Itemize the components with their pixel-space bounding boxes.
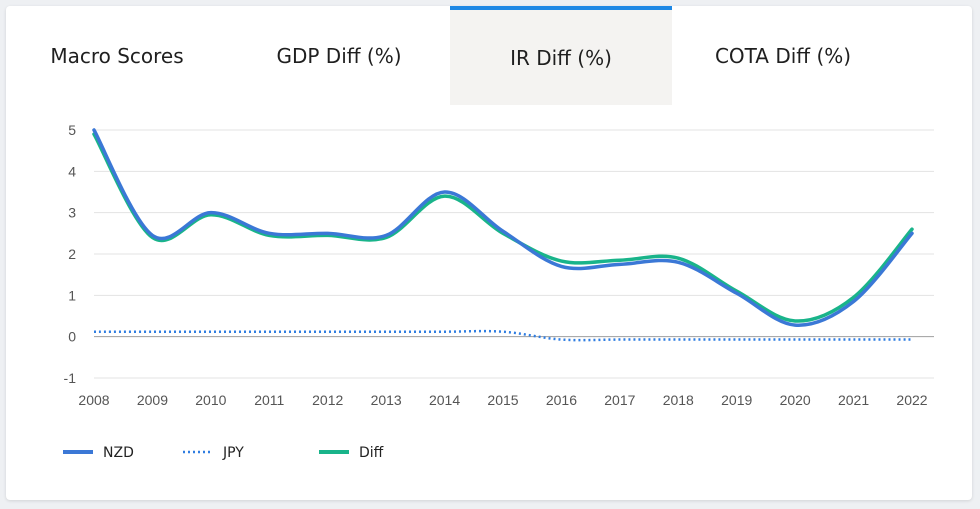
x-tick-label: 2022 (896, 392, 927, 408)
x-tick-label: 2020 (780, 392, 811, 408)
y-tick-label: -1 (64, 370, 77, 386)
legend-label-nzd: NZD (103, 445, 134, 461)
y-tick-label: 1 (68, 287, 76, 303)
y-tick-label: 3 (68, 205, 76, 221)
y-tick-label: 2 (68, 246, 76, 262)
legend-label-jpy: JPY (222, 445, 244, 461)
tab-label: Macro Scores (50, 43, 184, 68)
tab-macro-scores[interactable]: Macro Scores (6, 6, 228, 105)
tab-cota-diff[interactable]: COTA Diff (%) (672, 6, 894, 105)
x-tick-label: 2017 (604, 392, 635, 408)
chart-card: Macro Scores GDP Diff (%) IR Diff (%) CO… (6, 6, 972, 500)
x-tick-label: 2013 (371, 392, 402, 408)
tab-gdp-diff[interactable]: GDP Diff (%) (228, 6, 450, 105)
x-tick-label: 2018 (663, 392, 694, 408)
tab-label: GDP Diff (%) (276, 43, 402, 68)
series-line-jpy (93, 329, 912, 342)
y-tick-label: 4 (68, 163, 76, 179)
y-tick-label: 5 (68, 122, 76, 138)
series-line-diff (92, 132, 914, 323)
tab-bar: Macro Scores GDP Diff (%) IR Diff (%) CO… (6, 6, 972, 105)
x-tick-label: 2019 (721, 392, 752, 408)
x-tick-label: 2012 (312, 392, 343, 408)
tab-ir-diff[interactable]: IR Diff (%) (450, 6, 672, 105)
x-tick-label: 2008 (78, 392, 109, 408)
y-tick-label: 0 (68, 329, 76, 345)
legend-label-diff: Diff (359, 445, 384, 461)
series-line-nzd (92, 128, 914, 327)
x-tick-label: 2016 (546, 392, 577, 408)
x-tick-label: 2021 (838, 392, 869, 408)
x-tick-label: 2015 (487, 392, 518, 408)
x-tick-label: 2011 (254, 392, 284, 408)
tab-label: COTA Diff (%) (714, 43, 852, 68)
x-tick-label: 2009 (137, 392, 168, 408)
x-tick-label: 2014 (429, 392, 460, 408)
tab-label: IR Diff (%) (510, 45, 612, 70)
x-tick-label: 2010 (195, 392, 226, 408)
